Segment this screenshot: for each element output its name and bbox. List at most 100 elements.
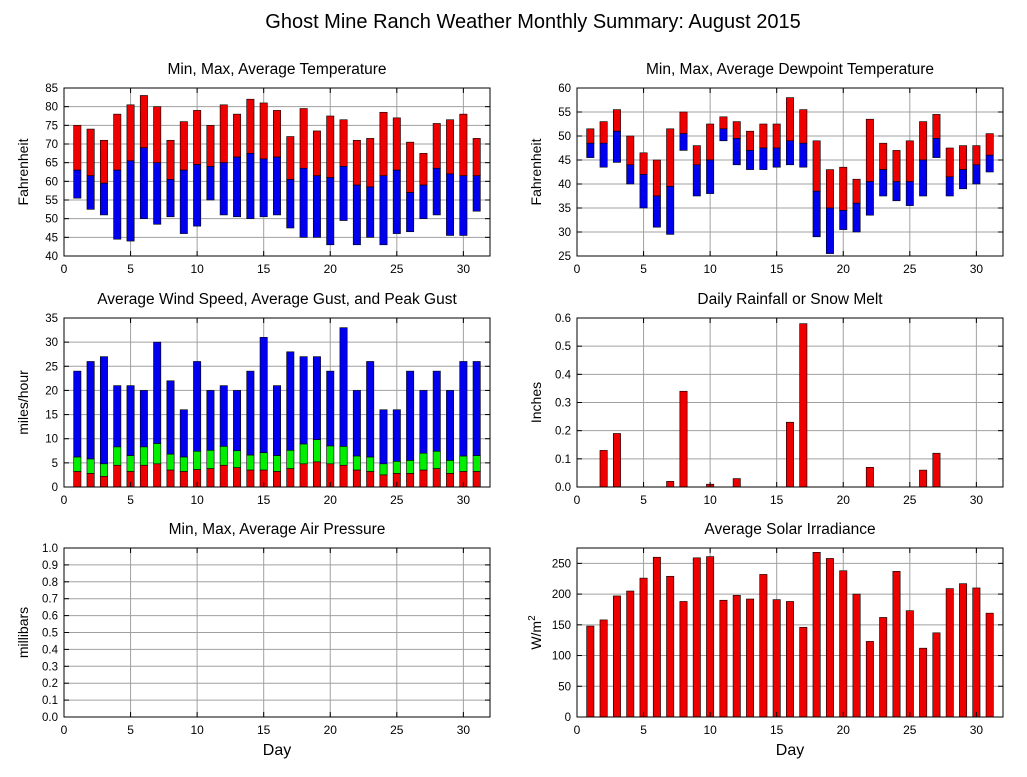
y-tick-label: 85 <box>45 83 58 95</box>
y-tick-label: 0.3 <box>555 398 571 410</box>
x-tick-label: 20 <box>324 262 338 276</box>
bar-max-day-7 <box>153 106 162 163</box>
bar-max-day-23 <box>879 142 888 170</box>
y-axis-label: miles/hour <box>15 370 31 435</box>
bar-day-31 <box>985 612 994 718</box>
bar-max-day-21 <box>339 119 348 167</box>
bar-max-day-7 <box>666 128 675 187</box>
bar-day-11 <box>719 599 728 718</box>
bar-avg-gust-day-2 <box>86 458 95 474</box>
bar-min-day-24 <box>892 181 901 202</box>
y-tick-label: 25 <box>558 251 571 263</box>
bar-peak-gust-day-1 <box>73 370 82 458</box>
x-tick-label: 5 <box>640 262 647 276</box>
bar-min-day-17 <box>286 179 295 229</box>
bar-max-day-2 <box>86 128 95 177</box>
bar-peak-gust-day-9 <box>179 409 188 458</box>
y-tick-label: 70 <box>45 139 58 151</box>
x-tick-label: 10 <box>190 723 204 737</box>
bar-peak-gust-day-20 <box>326 370 335 447</box>
y-tick-label: 45 <box>558 155 571 167</box>
bar-max-day-24 <box>892 150 901 182</box>
bar-max-day-10 <box>706 123 715 161</box>
x-tick-label: 10 <box>703 723 717 737</box>
y-tick-label: 0.6 <box>555 313 571 325</box>
bar-max-day-25 <box>392 117 401 171</box>
x-tick-label: 5 <box>127 493 134 507</box>
bar-min-day-29 <box>959 169 968 190</box>
bar-max-day-31 <box>472 138 481 177</box>
bar-min-day-23 <box>366 186 375 238</box>
bar-min-day-8 <box>166 179 175 218</box>
bar-max-day-4 <box>626 135 635 166</box>
bar-peak-gust-day-7 <box>153 341 162 444</box>
bar-avg-gust-day-9 <box>179 456 188 472</box>
bar-peak-gust-day-25 <box>392 409 401 462</box>
bar-max-day-11 <box>206 125 215 167</box>
bar-min-day-14 <box>759 147 768 170</box>
bar-max-day-28 <box>432 123 441 169</box>
bar-min-day-31 <box>472 175 481 212</box>
bar-min-day-18 <box>812 190 821 238</box>
bar-max-day-26 <box>919 121 928 161</box>
chart-wind: 0 5 10 15 20 25 30 0 5 10 15 20 25 30 35 Average Wind S… <box>15 291 491 507</box>
bar-max-day-16 <box>273 110 281 158</box>
chart-title: Min, Max, Average Dewpoint Temperature <box>646 61 934 78</box>
bar-avg-gust-day-20 <box>326 445 335 465</box>
bar-day-18 <box>812 552 821 718</box>
bar-avg-gust-day-17 <box>286 450 295 469</box>
bar-max-day-27 <box>419 153 428 186</box>
bar-peak-gust-day-2 <box>86 361 95 460</box>
x-tick-label: 30 <box>457 493 471 507</box>
bar-day-14 <box>759 574 768 718</box>
y-axis-label: W/m2 <box>527 615 544 650</box>
plot-frame <box>63 87 491 257</box>
bar-day-12 <box>732 478 741 488</box>
y-axis-label: Inches <box>528 382 544 423</box>
bar-avg-gust-day-29 <box>446 460 455 474</box>
bar-min-day-3 <box>612 130 621 163</box>
bar-min-day-22 <box>865 181 874 216</box>
y-tick-label: 75 <box>45 120 58 132</box>
bar-max-day-20 <box>326 115 335 178</box>
y-tick-label: 0.3 <box>42 661 58 673</box>
y-axis-label-text: miles/hour <box>15 370 31 435</box>
bar-min-day-5 <box>126 160 135 242</box>
bar-avg-speed-day-18 <box>299 463 308 488</box>
bar-day-6 <box>652 556 661 718</box>
bar-min-day-2 <box>599 142 608 168</box>
x-tick-label: 15 <box>770 262 784 276</box>
bar-peak-gust-day-18 <box>299 356 308 445</box>
bar-day-3 <box>612 595 621 718</box>
bar-min-day-25 <box>392 169 401 234</box>
bar-avg-gust-day-15 <box>259 452 268 471</box>
bar-peak-gust-day-13 <box>233 390 242 452</box>
bar-peak-gust-day-16 <box>273 385 281 456</box>
bar-avg-speed-day-12 <box>219 464 228 488</box>
x-tick-label: 5 <box>640 493 647 507</box>
bar-avg-speed-day-21 <box>339 464 348 488</box>
bar-avg-gust-day-4 <box>113 446 122 466</box>
bar-avg-gust-day-11 <box>206 450 215 469</box>
x-tick-label: 10 <box>190 262 204 276</box>
bar-day-16 <box>786 421 794 488</box>
bar-avg-speed-day-31 <box>472 471 481 488</box>
y-axis-label-superscript: 2 <box>527 615 538 621</box>
bar-max-day-17 <box>286 136 295 180</box>
bar-min-day-11 <box>719 128 728 142</box>
bar-min-day-9 <box>179 169 188 234</box>
y-tick-label: 50 <box>558 681 571 693</box>
bar-max-day-20 <box>839 166 848 211</box>
bar-min-day-23 <box>879 169 888 197</box>
bar-min-day-16 <box>786 140 794 166</box>
y-tick-label: 30 <box>45 337 58 349</box>
plot-frame <box>63 317 491 488</box>
bar-peak-gust-day-3 <box>99 356 108 465</box>
bar-peak-gust-day-6 <box>139 390 148 448</box>
bar-max-day-12 <box>732 121 741 139</box>
bar-avg-gust-day-3 <box>99 463 108 477</box>
bar-max-day-27 <box>932 114 941 139</box>
x-tick-label: 25 <box>903 723 917 737</box>
bar-max-day-13 <box>233 113 242 158</box>
bar-avg-gust-day-8 <box>166 453 175 471</box>
